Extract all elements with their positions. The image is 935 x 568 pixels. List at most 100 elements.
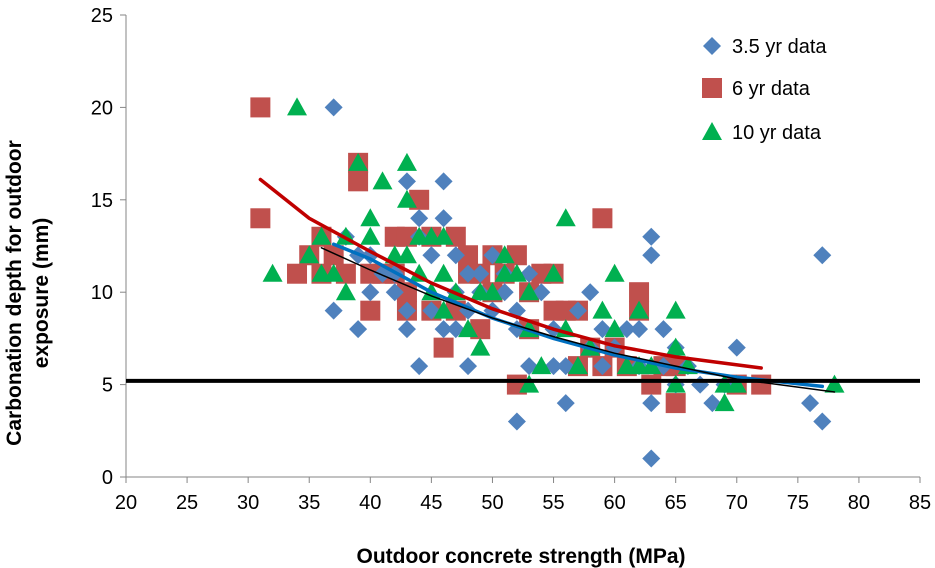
triangle-point xyxy=(433,263,454,282)
diamond-point xyxy=(630,320,649,339)
diamond-point xyxy=(410,209,429,228)
diamond-point xyxy=(397,172,416,191)
x-tick-label: 30 xyxy=(237,492,259,514)
triangle-point xyxy=(519,282,540,301)
triangle-point xyxy=(409,263,430,282)
legend-label: 6 yr data xyxy=(732,78,811,100)
diamond-point xyxy=(556,394,575,413)
y-tick-label: 0 xyxy=(102,467,113,489)
diamond-point xyxy=(385,283,404,302)
diamond-point xyxy=(581,283,600,302)
square-point xyxy=(592,208,613,229)
y-tick-label: 15 xyxy=(91,190,113,212)
triangle-point xyxy=(543,263,564,282)
square-point xyxy=(458,245,479,266)
triangle-point xyxy=(458,319,479,338)
diamond-point xyxy=(434,320,453,339)
diamond-point xyxy=(459,357,478,376)
diamond-point xyxy=(422,246,441,265)
diamond-point xyxy=(324,301,343,320)
legend-label: 3.5 yr data xyxy=(732,36,827,58)
diamond-point xyxy=(593,357,612,376)
triangle-point xyxy=(824,374,845,393)
square-point xyxy=(629,282,650,303)
diamond-point xyxy=(434,172,453,191)
y-tick-label: 10 xyxy=(91,282,113,304)
triangle-point xyxy=(494,245,515,264)
triangle-point xyxy=(592,300,613,319)
trendline xyxy=(320,247,836,393)
triangle-point xyxy=(311,226,332,245)
square-point xyxy=(287,263,308,284)
diamond-point xyxy=(397,301,416,320)
triangle-point xyxy=(335,282,356,301)
diamond-point xyxy=(434,209,453,228)
diamond-point xyxy=(801,394,820,413)
triangle-point xyxy=(262,263,283,282)
triangle-point xyxy=(726,374,747,393)
x-tick-label: 45 xyxy=(420,492,442,514)
x-tick-label: 75 xyxy=(787,492,809,514)
diamond-point xyxy=(727,338,746,357)
x-tick-label: 65 xyxy=(665,492,687,514)
y-axis-title-line-2: exposure (mm) xyxy=(30,218,53,369)
triangle-point xyxy=(555,208,576,227)
triangle-point xyxy=(531,356,552,375)
legend: 3.5 yr data 6 yr data 10 yr data xyxy=(702,36,827,144)
diamond-point xyxy=(568,301,587,320)
diamond-point xyxy=(410,357,429,376)
triangle-point xyxy=(360,226,381,245)
square-point xyxy=(665,393,686,414)
x-tick-label: 80 xyxy=(848,492,870,514)
diamond-point xyxy=(507,412,526,431)
y-axis-title: Carbonation depth for outdoor exposure (… xyxy=(3,140,53,446)
diamond-point xyxy=(642,394,661,413)
diamond-point xyxy=(471,264,490,283)
x-tick-label: 25 xyxy=(176,492,198,514)
diamond-point xyxy=(446,246,465,265)
x-tick-label: 55 xyxy=(542,492,564,514)
x-tick-label: 60 xyxy=(603,492,625,514)
triangle-point xyxy=(604,319,625,338)
diamond-point xyxy=(642,227,661,246)
triangle-point xyxy=(629,300,650,319)
x-tick-label: 70 xyxy=(726,492,748,514)
triangle-point xyxy=(665,300,686,319)
square-point xyxy=(348,171,369,192)
diamond-point xyxy=(459,264,478,283)
triangle-point xyxy=(433,226,454,245)
triangle-point xyxy=(714,393,735,412)
square-point xyxy=(641,374,662,395)
trendline xyxy=(258,177,763,370)
triangle-point xyxy=(396,245,417,264)
triangle-point xyxy=(470,337,491,356)
x-tick-label: 20 xyxy=(115,492,137,514)
triangle-point xyxy=(360,208,381,227)
square-point xyxy=(433,337,454,358)
diamond-point xyxy=(642,449,661,468)
y-tick-label: 25 xyxy=(91,5,113,27)
triangle-point xyxy=(433,300,454,319)
triangle-point xyxy=(519,374,540,393)
diamond-point xyxy=(642,246,661,265)
diamond-point xyxy=(361,283,380,302)
x-axis-title: Outdoor concrete strength (MPa) xyxy=(356,545,685,568)
triangle-point xyxy=(348,152,369,171)
diamond-point xyxy=(813,246,832,265)
diamond-point xyxy=(691,375,710,394)
square-point xyxy=(323,245,344,266)
triangle-point xyxy=(506,263,527,282)
diamond-point xyxy=(813,412,832,431)
square-point xyxy=(360,300,381,321)
triangle-point xyxy=(299,245,320,264)
triangle-point xyxy=(287,97,308,116)
triangle-point xyxy=(641,356,662,375)
triangle-point xyxy=(567,356,588,375)
y-tick-label: 5 xyxy=(102,375,113,397)
legend-triangle-marker xyxy=(702,122,722,140)
diamond-point xyxy=(349,320,368,339)
triangle-point xyxy=(604,263,625,282)
square-point xyxy=(250,97,271,118)
diamond-point xyxy=(654,320,673,339)
